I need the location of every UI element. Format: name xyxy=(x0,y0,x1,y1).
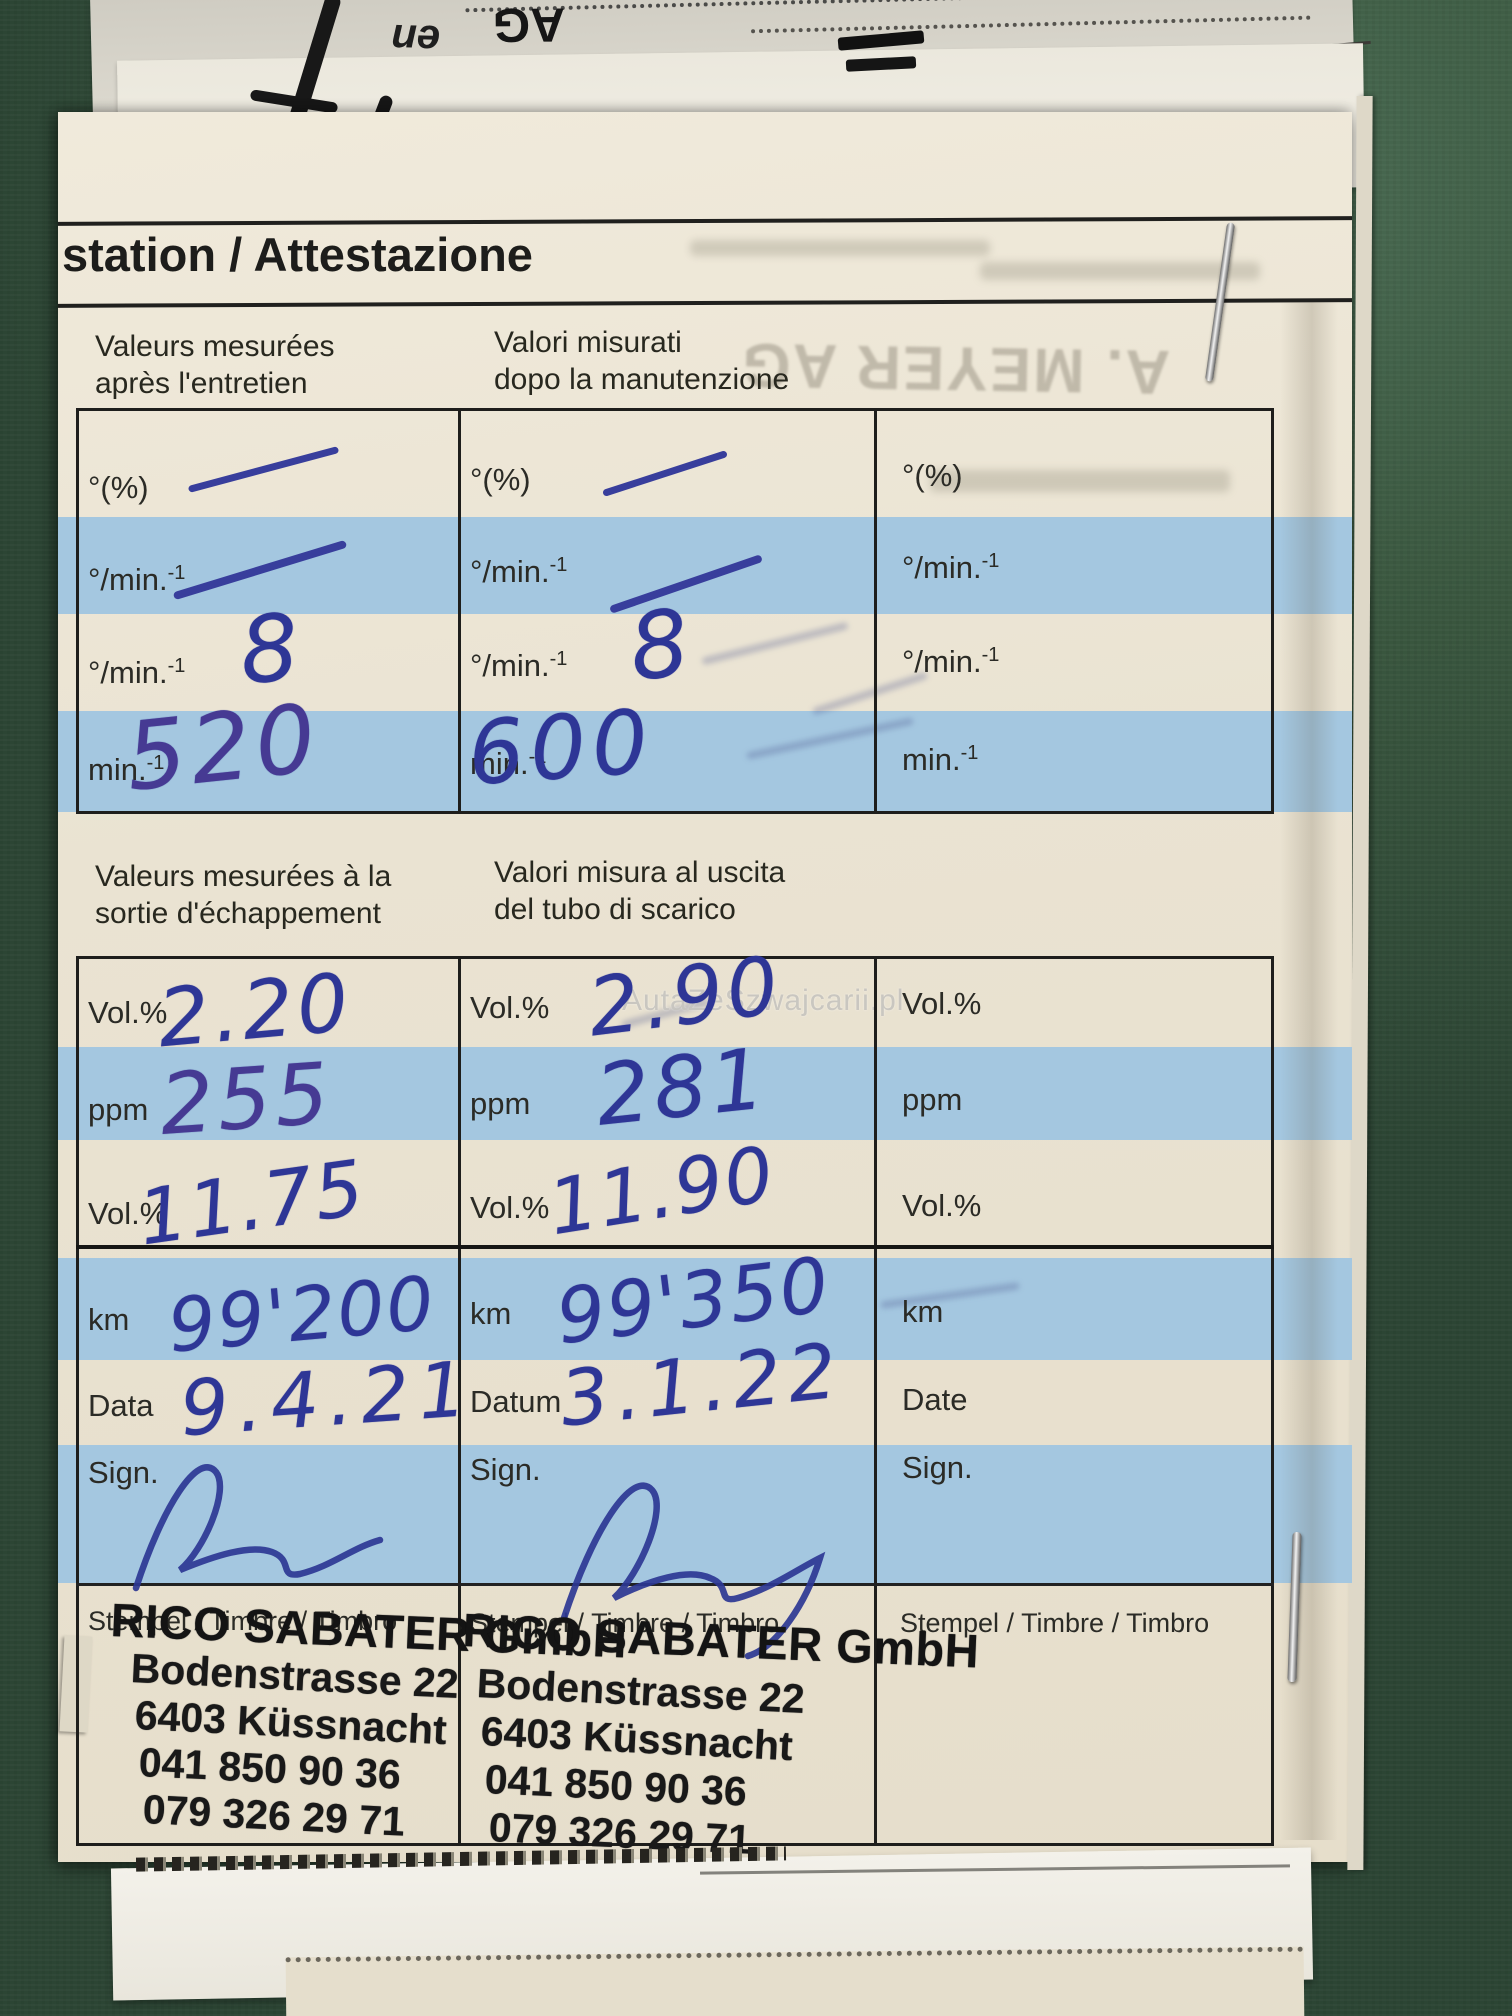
ghost-text-blur xyxy=(930,470,1230,492)
ghost-text-blur xyxy=(980,262,1260,280)
row-label: ppm xyxy=(88,1092,149,1127)
ghost-text-blur xyxy=(690,240,990,256)
row-label: Vol.% xyxy=(902,1188,982,1223)
table2-column-divider xyxy=(458,956,461,1846)
unit-label: min.-1 xyxy=(88,752,165,787)
section-exhaust-fr: Valeurs mesurées à la sortie d'échappeme… xyxy=(95,860,392,930)
signature-label: Sign. xyxy=(902,1450,973,1485)
table2-heavy-divider xyxy=(76,1245,1274,1249)
row-label: Vol.% xyxy=(470,990,550,1025)
unit-label: °/min.-1 xyxy=(470,648,568,683)
row-label: km xyxy=(902,1294,944,1329)
dotted-line xyxy=(751,15,1311,34)
section-after-service-it: Valori misurati dopo la manutenzione xyxy=(494,326,790,396)
unit-label: min.-1 xyxy=(902,742,979,777)
upside-down-text-fragment: AG xyxy=(492,0,566,51)
unit-label: °/min.-1 xyxy=(902,550,1000,585)
unit-label: °/min.-1 xyxy=(902,644,1000,679)
row-label: ppm xyxy=(902,1082,963,1117)
date-label: Date xyxy=(902,1382,968,1417)
stamp-label: Stempel / Timbre / Timbro xyxy=(900,1608,1210,1638)
unit-label: °(%) xyxy=(902,458,963,493)
row-label: Vol.% xyxy=(902,986,982,1021)
table2-stamp-row-divider xyxy=(76,1583,1274,1586)
section-exhaust-it: Valori misura al uscita del tubo di scar… xyxy=(494,856,786,926)
section-after-service-fr: Valeurs mesurées après l'entretien xyxy=(95,330,335,400)
unit-label: °/min.-1 xyxy=(470,554,568,589)
bottom-page-sheet xyxy=(285,1946,1305,2016)
row-label: Vol.% xyxy=(470,1190,550,1225)
blue-row-stripe xyxy=(58,711,1352,812)
unit-label: °(%) xyxy=(470,462,531,497)
blue-row-stripe xyxy=(58,1047,1352,1140)
signature-label: Sign. xyxy=(88,1455,159,1490)
unit-label: min.-1 xyxy=(470,746,547,781)
page-title: station / Attestazione xyxy=(62,228,533,281)
table1-column-divider xyxy=(874,408,877,814)
stamp-label: Stempel / Timbre / Timbro xyxy=(88,1606,398,1636)
signature-mark xyxy=(560,1482,826,1660)
row-label: Vol.% xyxy=(88,995,168,1030)
row-label: Vol.% xyxy=(88,1196,168,1231)
blue-row-stripe xyxy=(58,1258,1352,1360)
unit-label: °/min.-1 xyxy=(88,562,186,597)
row-label: km xyxy=(88,1302,130,1337)
table2-column-divider xyxy=(874,956,877,1846)
page-crease-shadow xyxy=(1280,300,1338,1840)
table1-border xyxy=(76,408,1274,814)
table1-column-divider xyxy=(458,408,461,814)
row-label: km xyxy=(470,1296,512,1331)
row-label: ppm xyxy=(470,1086,531,1121)
unit-label: °/min.-1 xyxy=(88,655,186,690)
unit-label: °(%) xyxy=(88,470,149,505)
blue-row-stripe xyxy=(58,1445,1352,1583)
dotted-line xyxy=(465,0,1146,13)
handwritten-value: 520 xyxy=(120,684,326,813)
handwritten-value: 600 xyxy=(464,689,658,806)
signature-label: Sign. xyxy=(470,1452,541,1487)
date-label: Data xyxy=(88,1388,154,1423)
table2-border xyxy=(76,956,1274,1846)
photo-watermark: AutaZeSzwajcarii.pl xyxy=(622,984,905,1017)
stamp-label: Stempel / Timbre / Timbro xyxy=(470,1608,780,1638)
handwritten-value: 255 xyxy=(156,1044,336,1154)
handwritten-value: 281 xyxy=(591,1029,773,1145)
signature-mark xyxy=(132,1464,384,1592)
date-label: Datum xyxy=(470,1384,562,1419)
